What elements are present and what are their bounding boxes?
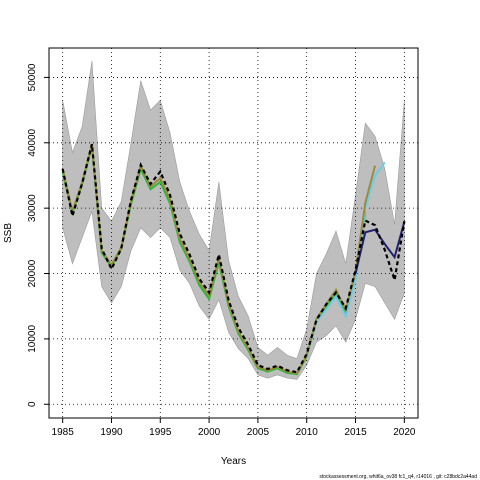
y-tick-label: 40000: [27, 128, 38, 156]
footnote: stockassessment.org, whit6a_ov38 fc1_q4,…: [319, 474, 477, 480]
y-tick-label: 0: [27, 401, 38, 407]
y-tick-label: 10000: [27, 325, 38, 353]
x-tick-label: 1995: [149, 427, 172, 438]
confidence-band-layer: [62, 61, 405, 380]
y-tick-label: 20000: [27, 259, 38, 287]
x-tick-label: 2010: [296, 427, 319, 438]
y-tick-label: 50000: [27, 63, 38, 91]
x-tick-label: 2000: [198, 427, 221, 438]
x-tick-label: 2020: [393, 427, 416, 438]
grid-layer: [49, 48, 418, 418]
x-tick-label: 2005: [247, 427, 270, 438]
y-axis-label: SSB: [3, 223, 14, 243]
x-tick-label: 1985: [52, 427, 75, 438]
x-axis-label: Years: [221, 456, 246, 467]
series-line-main: [61, 143, 406, 374]
x-tick-label: 1990: [100, 427, 123, 438]
plot-frame: [48, 47, 419, 419]
confidence-band: [62, 61, 405, 380]
series-layer: [61, 143, 406, 376]
x-tick-label: 2015: [344, 427, 367, 438]
axis-layer: 1985 1990 1995 2000 2005 2010 2015 2020 0 10000 20…: [27, 63, 416, 438]
series-line-cyan: [305, 161, 386, 357]
y-tick-label: 30000: [27, 194, 38, 222]
